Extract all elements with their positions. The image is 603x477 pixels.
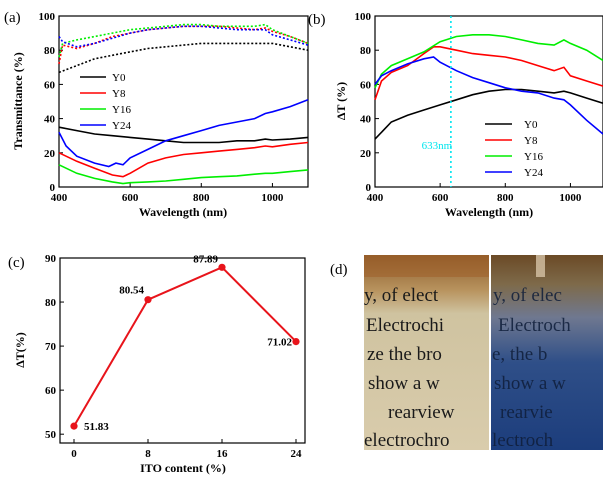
chart-c-xtick-label: 16	[217, 448, 229, 460]
chart-c-ylabel: ΔT(%)	[13, 332, 27, 368]
chart-b-ylabel: ΔT (%)	[334, 82, 348, 120]
chart-b-ytick-label: 100	[355, 11, 372, 23]
chart-c-xtick-label: 8	[145, 448, 151, 460]
panel-label-a: (a)	[4, 10, 21, 26]
chart-a-series-Y0	[58, 126, 309, 144]
photo-right-text-line: lectroch	[492, 430, 554, 451]
photo-left-text-line: y, of elect	[364, 285, 439, 306]
chart-a-xtick-label: 800	[193, 192, 210, 204]
chart-b-xtick-label: 600	[432, 192, 449, 204]
chart-c-data-label: 71.02	[267, 337, 292, 349]
chart-c-ytick-label: 50	[45, 429, 57, 441]
chart-c-xtick-label: 24	[291, 448, 303, 460]
chart-b-xtick-label: 800	[497, 192, 514, 204]
chart-c-frame	[59, 257, 306, 444]
photo-left-bleached	[364, 255, 489, 450]
chart-a-series-Y24-bleached	[58, 25, 309, 48]
legend-a-label-Y0: Y0	[112, 72, 126, 84]
chart-a-ytick-label: 80	[44, 45, 56, 57]
chart-c-xtick-label: 0	[71, 448, 77, 460]
legend-b-label-Y24: Y24	[524, 167, 543, 179]
chart-c-xlabel: ITO content (%)	[140, 461, 226, 475]
chart-a-ytick-label: 0	[50, 182, 56, 194]
chart-b-series-Y16	[374, 34, 603, 89]
chart-c-point	[70, 422, 78, 430]
chart-a-xtick-label: 600	[122, 192, 139, 204]
chart-a-series-Y24	[58, 99, 309, 168]
photo-d: y, of elect Electrochi ze the bro show a w r…	[364, 255, 603, 451]
chart-a-xlabel: Wavelength (nm)	[139, 205, 227, 219]
chart-a-ylabel: Transmittance (%)	[11, 52, 25, 149]
chart-b-ytick-label: 60	[360, 79, 372, 91]
chart-a-frame	[58, 15, 309, 188]
photo-right-text-line: Electroch	[498, 315, 571, 336]
chart-a-ytick-label: 40	[44, 114, 56, 126]
chart-a-xtick-label: 1000	[261, 192, 284, 204]
legend-b-label-Y16: Y16	[524, 151, 543, 163]
photo-divider	[489, 255, 491, 450]
photo-right-text-line: y, of elec	[493, 285, 562, 306]
legend-b-label-Y8: Y8	[524, 135, 538, 147]
legend-b-label-Y0: Y0	[524, 119, 538, 131]
chart-c-ytick-label: 60	[45, 385, 57, 397]
photo-right-tab	[536, 255, 545, 277]
chart-b-frame	[374, 15, 603, 188]
chart-c-data-label: 87.89	[193, 253, 218, 265]
chart-c-point	[292, 338, 300, 346]
chart-b-xtick-label: 1000	[559, 192, 582, 204]
legend-a-label-Y16: Y16	[112, 104, 131, 116]
chart-b-series-Y8	[374, 46, 603, 101]
chart-a-xtick-label: 400	[51, 192, 68, 204]
chart-c-point	[144, 296, 152, 304]
chart-b-annotation: 633nm	[422, 140, 453, 152]
photo-left-text-line: electrochro	[364, 430, 449, 451]
legend-a-label-Y24: Y24	[112, 120, 131, 132]
photo-left-electrode	[364, 255, 489, 277]
photo-right-text-line: e, the b	[492, 344, 547, 365]
chart-a-ytick-label: 20	[44, 148, 56, 160]
chart-b-ytick-label: 0	[366, 182, 372, 194]
photo-left-text-line: show a w	[368, 373, 440, 394]
chart-b-series-Y0	[374, 88, 603, 140]
chart-c-data-label: 51.83	[84, 421, 109, 433]
chart-a-ytick-label: 60	[44, 79, 56, 91]
chart-a-series-Y16	[58, 164, 309, 185]
photo-left-text-line: rearview	[388, 402, 455, 423]
chart-b-series-Y24	[374, 56, 603, 135]
chart-a-series-Y0-bleached	[58, 42, 309, 74]
photo-left-text-line: ze the bro	[367, 344, 442, 365]
chart-b-ytick-label: 20	[360, 148, 372, 160]
chart-b-ytick-label: 40	[360, 114, 372, 126]
chart-c-point	[218, 263, 226, 271]
chart-b-xtick-label: 400	[367, 192, 384, 204]
photo-right-text-line: rearvie	[500, 402, 553, 423]
chart-b-ytick-label: 80	[360, 45, 372, 57]
chart-c-ytick-label: 90	[45, 253, 57, 265]
photo-left-text-line: Electrochi	[366, 315, 444, 336]
chart-c-ytick-label: 80	[45, 297, 57, 309]
chart-a: 400 600 800 1000 0 20 40 60 80 100 Y0 Y8 Y16 Y24 Wav…	[11, 11, 309, 219]
chart-a-ytick-label: 100	[39, 11, 56, 23]
chart-c: 0 8 16 24 50 60 70 80 90 51.83 80.54 87.89 71.02 IT…	[13, 253, 306, 475]
chart-a-legend: Y0 Y8 Y16 Y24	[80, 72, 131, 132]
chart-b-xlabel: Wavelength (nm)	[445, 205, 533, 219]
legend-a-label-Y8: Y8	[112, 88, 126, 100]
chart-c-data-label: 80.54	[119, 285, 144, 297]
panel-label-c: (c)	[8, 255, 25, 271]
chart-a-series-Y8	[58, 141, 309, 178]
photo-right-colored	[491, 255, 603, 450]
chart-b-legend: Y0 Y8 Y16 Y24	[485, 119, 543, 179]
chart-c-line	[73, 266, 297, 427]
panel-label-b: (b)	[308, 12, 326, 28]
chart-a-series-Y16-bleached	[58, 23, 309, 58]
photo-right-text-line: show a w	[494, 373, 566, 394]
panel-label-d: (d)	[330, 262, 348, 278]
chart-c-ytick-label: 70	[45, 341, 57, 353]
